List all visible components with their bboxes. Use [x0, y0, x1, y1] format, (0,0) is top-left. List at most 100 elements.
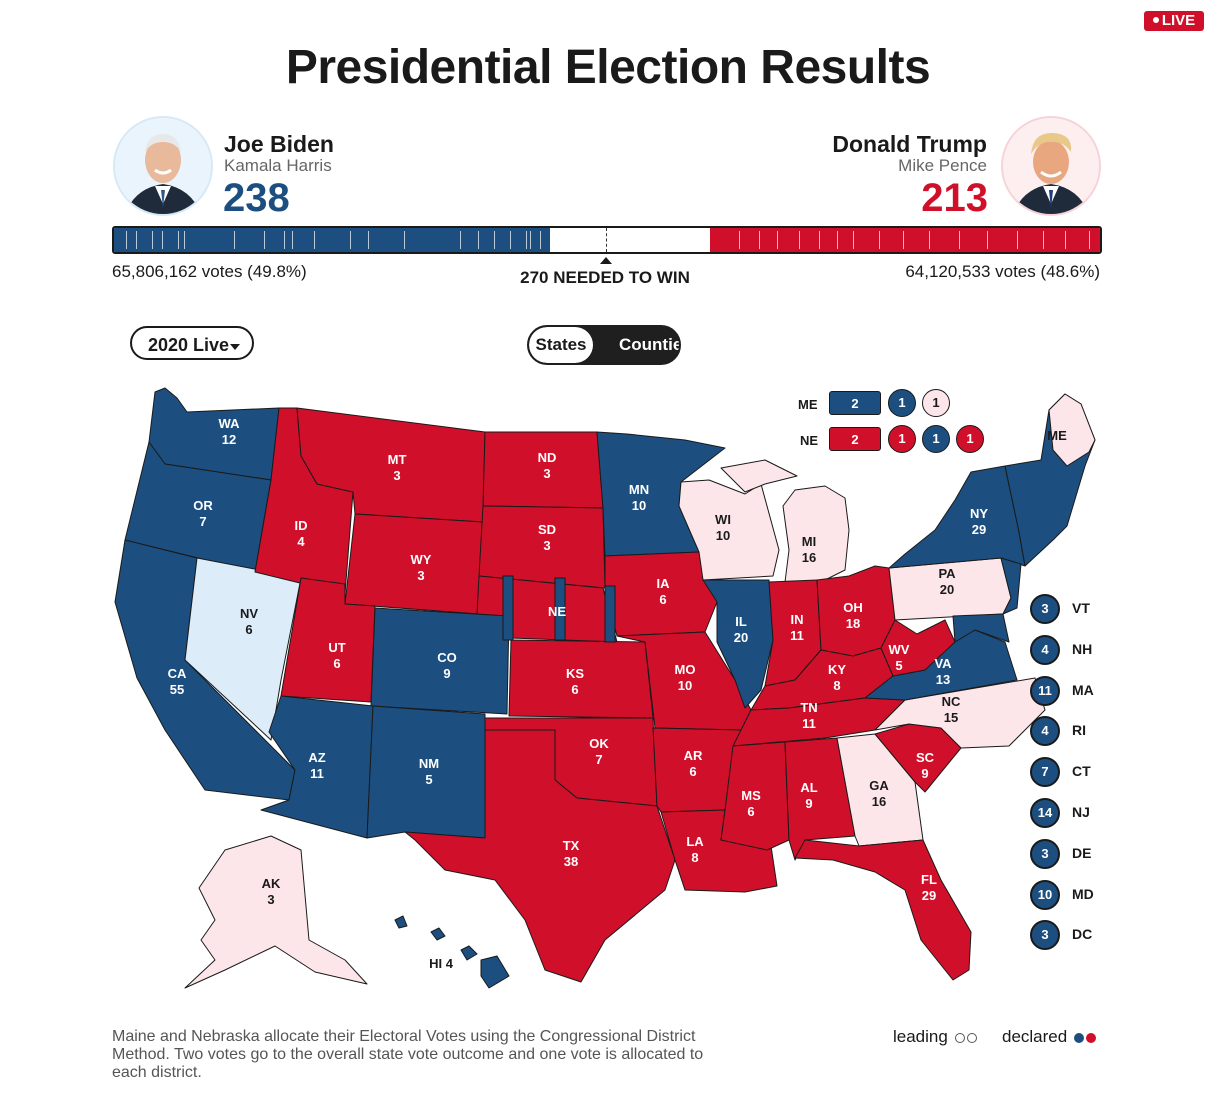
small-state-ev-dc[interactable]: 3 — [1030, 920, 1060, 951]
me-district-1: 1 — [888, 389, 916, 417]
small-state-ev-de[interactable]: 3 — [1030, 838, 1060, 869]
state-WI[interactable] — [678, 479, 780, 581]
year-select[interactable]: 2020 Live — [130, 326, 254, 360]
state-AK[interactable] — [184, 835, 368, 989]
state-NY[interactable] — [888, 465, 1026, 569]
view-toggle[interactable]: States Counties — [527, 325, 681, 365]
ne-district-3: 1 — [956, 425, 984, 453]
ne-statewide-pill: 2 — [829, 427, 881, 451]
state-ev-MI: 16 — [802, 550, 816, 565]
declared-dem-dot-icon — [1073, 1032, 1084, 1043]
state-label-IA: IA — [657, 576, 671, 591]
small-state-ev-ct[interactable]: 7 — [1030, 757, 1060, 788]
me-statewide-pill: 2 — [829, 391, 881, 415]
dem-bar-separator — [284, 231, 285, 249]
dem-bar-separator — [136, 231, 137, 249]
state-ev-KS: 6 — [571, 682, 578, 697]
state-HI[interactable] — [394, 915, 510, 989]
state-ev-IN: 11 — [790, 628, 804, 643]
state-MD[interactable] — [952, 613, 1010, 643]
dem-bar-separator — [234, 231, 235, 249]
state-ev-GA: 16 — [872, 794, 886, 809]
live-badge: LIVE — [1144, 11, 1204, 31]
dem-bar-separator — [540, 231, 541, 249]
state-label-WV: WV — [889, 642, 910, 657]
dem-bar-separator — [350, 231, 351, 249]
state-label-CO: CO — [437, 650, 457, 665]
state-ev-SC: 9 — [921, 766, 928, 781]
state-label-IN: IN — [791, 612, 804, 627]
state-label-TX: TX — [563, 838, 580, 853]
dem-bar-separator — [368, 231, 369, 249]
toggle-states-option[interactable]: States — [529, 327, 593, 363]
state-ev-AZ: 11 — [310, 766, 324, 781]
dem-bar-separator — [460, 231, 461, 249]
live-label: LIVE — [1161, 12, 1196, 29]
state-ev-TN: 11 — [802, 716, 816, 731]
trump-portrait-icon — [1003, 118, 1099, 214]
dem-bar-separator — [152, 231, 153, 249]
me-label: ME — [798, 397, 818, 412]
state-ev-WV: 5 — [895, 658, 902, 673]
rep-bar-separator — [987, 231, 988, 249]
state-ev-SD: 3 — [543, 538, 550, 553]
small-state-ev-nj[interactable]: 14 — [1030, 798, 1060, 828]
small-state-ev-ri[interactable]: 4 — [1030, 716, 1060, 747]
state-ev-WA: 12 — [222, 432, 236, 447]
state-ev-OR: 7 — [199, 514, 206, 529]
small-state-label-md: MD — [1072, 885, 1094, 902]
dem-bar-separator — [526, 231, 527, 249]
small-state-ev-vt[interactable]: 3 — [1030, 594, 1060, 624]
small-state-label-ct: CT — [1072, 763, 1091, 780]
state-label-NC: NC — [942, 694, 961, 709]
state-WV[interactable] — [880, 619, 956, 677]
toggle-counties-option[interactable]: Counties — [619, 335, 679, 354]
state-ev-AK: 3 — [267, 892, 274, 907]
state-label-TN: TN — [800, 700, 817, 715]
state-label-ME: ME — [1047, 428, 1067, 443]
state-ev-NM: 5 — [425, 772, 432, 787]
state-label-IL: IL — [735, 614, 747, 629]
small-state-ev-nh[interactable]: 4 — [1030, 634, 1060, 665]
dem-bar-separator — [530, 231, 531, 249]
state-label-AL: AL — [800, 780, 817, 795]
dem-bar-separator — [292, 231, 293, 249]
state-label-HI: HI 4 — [429, 956, 454, 971]
state-FL[interactable] — [794, 839, 972, 981]
state-TX[interactable] — [404, 729, 676, 983]
dem-electoral-votes: 238 — [223, 176, 290, 220]
state-label-WY: WY — [411, 552, 432, 567]
state-label-NY: NY — [970, 506, 988, 521]
leading-dem-dot-icon — [954, 1032, 965, 1043]
win-threshold-line — [606, 228, 607, 252]
ne-label: NE — [800, 433, 819, 448]
state-ev-OH: 18 — [846, 616, 860, 631]
rep-bar-separator — [1017, 231, 1018, 249]
state-NJ[interactable] — [1000, 557, 1022, 615]
small-state-ev-ma[interactable]: 11 — [1030, 675, 1060, 706]
state-SD[interactable] — [478, 505, 606, 589]
state-CO[interactable] — [370, 607, 510, 715]
needed-to-win-label: 270 NEEDED TO WIN — [520, 268, 690, 287]
rep-bar-separator — [929, 231, 930, 249]
state-ev-IL: 20 — [734, 630, 748, 645]
small-state-label-ma: MA — [1072, 681, 1094, 698]
state-ev-NY: 29 — [972, 522, 986, 537]
rep-running-mate: Mike Pence — [898, 156, 987, 175]
state-ME[interactable] — [1048, 393, 1096, 467]
legend-leading-label: leading — [893, 1027, 948, 1046]
state-label-UT: UT — [328, 640, 345, 655]
state-ev-MN: 10 — [632, 498, 646, 513]
state-label-ID: ID — [295, 518, 308, 533]
rep-bar-separator — [903, 231, 904, 249]
small-state-ev-md[interactable]: 10 — [1030, 879, 1060, 910]
state-label-KY: KY — [828, 662, 846, 677]
state-ev-ND: 3 — [543, 466, 550, 481]
state-MI[interactable] — [720, 459, 850, 583]
state-label-AK: AK — [262, 876, 281, 891]
dem-bar-separator — [510, 231, 511, 249]
state-label-KS: KS — [566, 666, 584, 681]
dem-candidate-name: Joe Biden — [224, 131, 334, 157]
dem-progress-fill — [114, 228, 550, 252]
rep-bar-separator — [739, 231, 740, 249]
